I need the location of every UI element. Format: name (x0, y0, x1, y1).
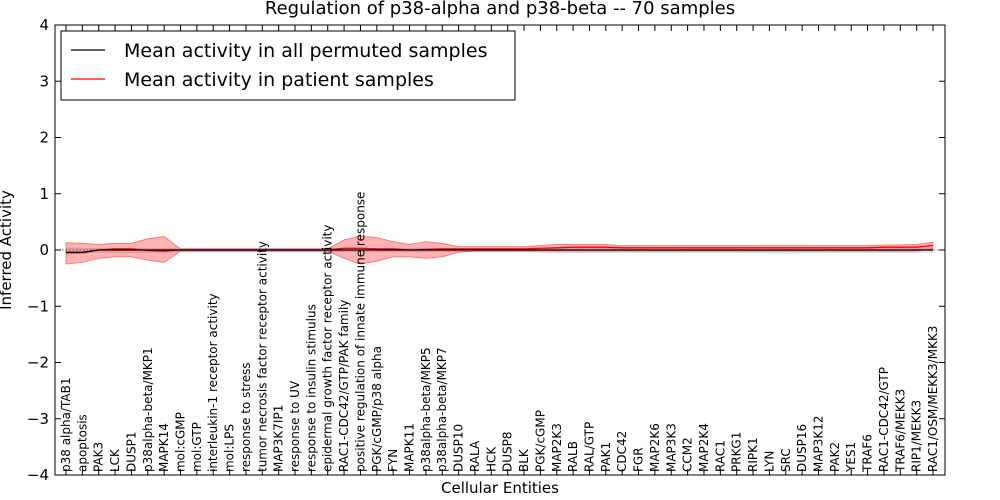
x-category-label: TRAF6 (861, 434, 875, 473)
x-category-label: LCK (108, 448, 122, 472)
x-category-label: PGK/cGMP (533, 410, 547, 472)
x-category-label: MAP2K6 (648, 423, 662, 472)
y-tick-label: −1 (27, 297, 49, 315)
legend-label-patient: Mean activity in patient samples (124, 69, 434, 91)
x-category-label: SRC (779, 448, 793, 472)
x-category-label: DUSP16 (795, 424, 809, 472)
x-axis: p38 alpha/TAB1 apoptosis PAK3 LCK DUSP1 p38al… (59, 25, 940, 475)
x-category-label: DUSP1 (124, 431, 138, 472)
x-category-label: PAK1 (599, 442, 613, 472)
x-category-label: LYN (762, 451, 776, 472)
x-category-label: BLK (517, 448, 531, 472)
x-category-label: TRAF6/MEKK3 (893, 389, 907, 473)
x-category-label: RAC1/OSM/MEKK3/MKK3 (926, 326, 940, 472)
x-category-label: p38alpha-beta/MKP7 (435, 347, 449, 472)
x-category-label: mol:LPS (223, 424, 237, 472)
x-category-label: DUSP10 (452, 424, 466, 472)
x-category-label: MAP3K12 (811, 415, 825, 472)
x-category-label: CCM2 (681, 437, 695, 472)
x-category-label: p38alpha-beta/MKP5 (419, 347, 433, 472)
y-tick-label: 3 (39, 72, 49, 90)
x-category-label: RAC1 (713, 440, 727, 472)
x-category-label: p38alpha-beta/MKP1 (141, 347, 155, 472)
x-category-label: HCK (484, 446, 498, 472)
x-category-label: apoptosis (75, 414, 89, 472)
permuted-series-line (66, 249, 933, 253)
x-category-label: response to insulin stimulus (304, 304, 318, 472)
x-category-label: RALB (566, 441, 580, 472)
x-category-label: RAL/GTP (582, 422, 596, 472)
x-category-label: MAP2K3 (550, 423, 564, 472)
y-tick-label: −2 (27, 354, 49, 372)
x-category-label: MAP2K4 (697, 423, 711, 472)
x-category-label: PAK2 (828, 442, 842, 472)
x-category-label: epidermal growth factor receptor activit… (321, 225, 335, 472)
y-tick-label: 4 (39, 16, 49, 34)
x-category-label: FYN (386, 449, 400, 472)
x-category-label: PGK/cGMP/p38 alpha (370, 346, 384, 472)
x-category-label: FGR (632, 447, 646, 472)
x-category-label: mol:GTP (190, 422, 204, 472)
y-tick-label: −4 (27, 466, 49, 484)
chart-title: Regulation of p38-alpha and p38-beta -- … (265, 0, 735, 19)
x-category-label: RALA (468, 440, 482, 472)
x-category-label: tumor necrosis factor receptor activity (255, 241, 269, 472)
x-category-label: response to UV (288, 380, 302, 472)
x-category-label: RIPK1 (746, 437, 760, 472)
legend: Mean activity in all permuted samples Me… (60, 30, 516, 101)
y-tick-label: −3 (27, 410, 49, 428)
x-category-label: positive regulation of innate immune res… (353, 192, 367, 472)
y-tick-label: 1 (39, 185, 49, 203)
y-tick-label: 2 (39, 129, 49, 147)
x-category-label: RAC1-CDC42/GTP (877, 367, 891, 472)
legend-label-permuted: Mean activity in all permuted samples (124, 40, 487, 62)
y-axis-title: Inferred Activity (0, 190, 15, 310)
x-category-label: response to stress (239, 362, 253, 472)
x-category-label: MAP3K7IP1 (272, 405, 286, 472)
y-tick-label: 0 (39, 241, 49, 259)
x-category-label: CDC42 (615, 431, 629, 472)
y-axis: −4 −3 −2 −1 0 1 2 3 4 (27, 16, 945, 484)
x-category-label: p38 alpha/TAB1 (59, 378, 73, 472)
x-category-label: RAC1-CDC42/GTP/PAK family (337, 300, 351, 472)
x-category-label: PAK3 (92, 442, 106, 472)
x-category-label: MAPK11 (403, 423, 417, 472)
x-category-label: YES1 (844, 442, 858, 473)
x-category-label: MAPK14 (157, 423, 171, 472)
plot-area (55, 235, 945, 265)
x-category-label: RIP1/MEKK3 (910, 400, 924, 472)
x-category-label: PRKG1 (730, 432, 744, 472)
x-axis-title: Cellular Entities (441, 479, 559, 497)
x-category-label: DUSP8 (501, 431, 515, 472)
legend-box (60, 30, 516, 101)
x-category-label: mol:cGMP (174, 412, 188, 472)
x-category-label: MAP3K3 (664, 423, 678, 472)
x-category-label: interleukin-1 receptor activity (206, 293, 220, 472)
